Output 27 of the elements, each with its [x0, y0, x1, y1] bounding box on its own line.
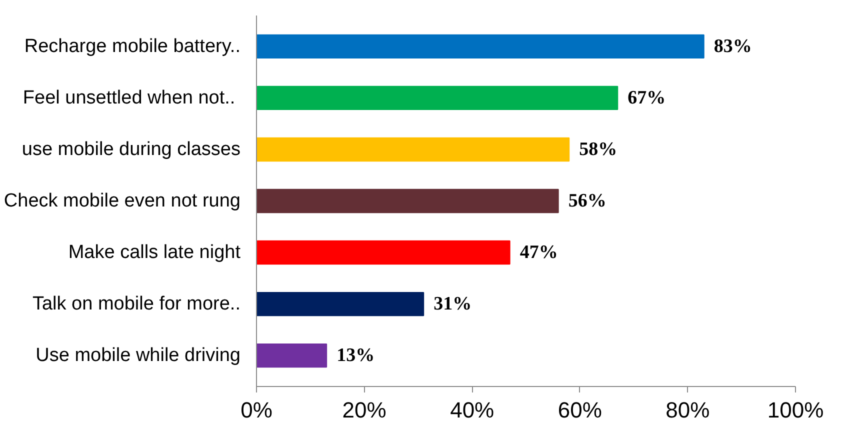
bar [256, 188, 559, 214]
y-tick-label: Talk on mobile for more.. [32, 294, 241, 315]
x-tick-label: 80% [666, 398, 710, 422]
x-tick-label: 20% [342, 398, 386, 422]
data-label: 56% [568, 190, 606, 212]
bar [256, 343, 328, 368]
bar [256, 292, 424, 316]
x-tick-label: 60% [558, 398, 602, 422]
y-tick-label: Feel unsettled when not.. [22, 87, 236, 108]
x-tick-label: 100% [767, 398, 824, 422]
x-tick-label: 0% [240, 398, 272, 422]
y-tick-label: Recharge mobile battery.. [24, 36, 241, 57]
y-tick-label: Check mobile even not rung [4, 190, 241, 212]
y-tick-label: Use mobile while driving [36, 345, 241, 366]
data-label: 47% [520, 242, 558, 264]
y-tick-label: use mobile during classes [22, 138, 241, 160]
data-label: 67% [628, 87, 666, 108]
data-label: 13% [336, 345, 375, 366]
bar [256, 86, 618, 110]
data-label: 83% [714, 36, 752, 57]
bar [256, 240, 510, 265]
bar [256, 34, 704, 59]
bar [256, 137, 570, 162]
data-label: 31% [434, 294, 472, 315]
x-tick-label: 40% [450, 398, 494, 422]
data-label: 58% [579, 138, 618, 160]
y-tick-label: Make calls late night [68, 242, 242, 264]
